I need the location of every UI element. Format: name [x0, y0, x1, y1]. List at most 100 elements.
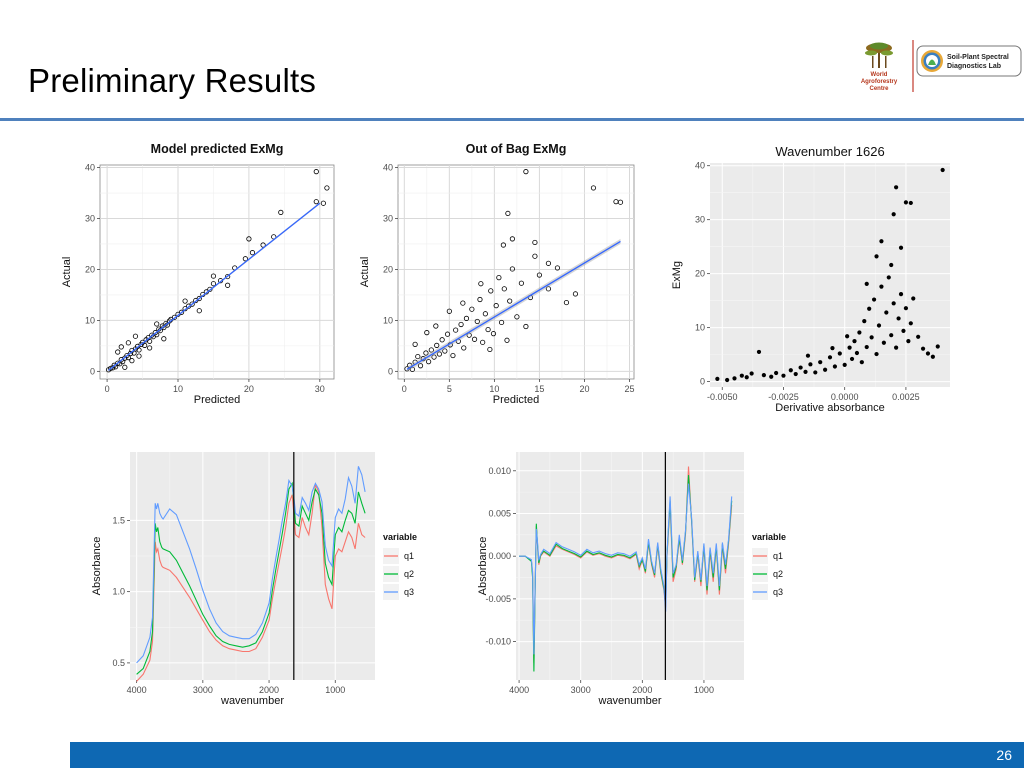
x-tick-label: 20 [579, 384, 589, 394]
x-tick-label: 25 [624, 384, 634, 394]
data-point [182, 298, 188, 304]
x-tick-label: 15 [534, 384, 544, 394]
icraf-logo: World Agroforestry Centre Soil-Plant Spe… [861, 40, 1022, 92]
data-point [108, 365, 114, 371]
data-point [478, 281, 484, 287]
legend-title: variable [752, 532, 786, 542]
data-point [725, 377, 730, 383]
plot-panel [516, 452, 744, 680]
chart-title: Wavenumber 1626 [775, 144, 884, 159]
series-line-q1 [136, 482, 366, 682]
data-point [756, 349, 762, 355]
fit-line [406, 240, 621, 370]
data-point [781, 373, 786, 378]
spectral-lab-icon [921, 50, 943, 72]
data-point [532, 253, 538, 259]
data-point [940, 167, 945, 173]
y-axis-label: Absorbance [477, 537, 489, 596]
y-tick-label: 0.5 [112, 658, 125, 668]
data-point [409, 366, 416, 372]
icraf-text-1: World [871, 72, 888, 78]
legend-label-q3: q3 [404, 587, 414, 597]
data-point [898, 245, 904, 250]
plot-panel [397, 164, 635, 380]
data-point [572, 291, 579, 297]
data-point [196, 308, 202, 314]
data-point [898, 292, 904, 297]
data-point [788, 368, 793, 373]
data-point [426, 359, 432, 365]
series-line-q2 [136, 481, 366, 675]
data-point [523, 323, 529, 330]
data-point [485, 326, 491, 333]
data-point [761, 373, 766, 378]
x-tick-label: 0.0000 [831, 392, 859, 402]
data-point [210, 281, 217, 287]
x-tick-label: 5 [447, 384, 452, 394]
lab-text-1: Soil-Plant Spectral [947, 54, 1009, 61]
data-point [504, 337, 510, 343]
data-point [769, 374, 774, 379]
series-line-q3 [519, 483, 733, 655]
data-point [908, 200, 913, 206]
x-axis-label: Predicted [493, 394, 539, 406]
data-point [908, 321, 913, 326]
data-point [115, 349, 121, 355]
data-point [446, 308, 452, 314]
icraf-text-2: Agroforestry [861, 79, 898, 85]
x-tick-label: 20 [244, 384, 254, 394]
x-axis-label: Derivative absorbance [775, 402, 884, 414]
data-point [132, 333, 139, 339]
data-point [501, 286, 507, 292]
series-line-q3 [136, 466, 366, 664]
data-point [935, 344, 940, 349]
x-tick-label: 4000 [127, 685, 147, 695]
y-tick-label: 20 [383, 264, 393, 274]
y-tick-label: 10 [383, 315, 393, 325]
x-tick-label: 0 [402, 384, 407, 394]
x-axis-label: wavenumber [598, 695, 662, 707]
x-tick-label: 4000 [509, 685, 529, 695]
data-point [313, 169, 319, 175]
y-tick-label: 0.010 [488, 466, 511, 476]
data-point [823, 367, 828, 372]
data-point [545, 260, 552, 266]
data-point [423, 350, 429, 356]
wavenumber-1626-scatter: -0.0050 -0.0025 0.0000 0.0025 0 10 20 30 40 Deriv… [671, 144, 950, 414]
x-tick-label: 0 [105, 384, 110, 394]
data-point [845, 334, 850, 339]
legend-label-q3: q3 [773, 587, 783, 597]
legend-label-q2: q2 [404, 569, 414, 579]
data-point [431, 354, 437, 360]
data-point [477, 296, 483, 303]
data-point [115, 360, 121, 366]
icraf-text-3: Centre [869, 86, 889, 92]
data-point [171, 314, 178, 320]
data-point [903, 200, 909, 205]
y-tick-label: 40 [383, 163, 393, 173]
absorbance-spectra-chart: 4000 3000 2000 1000 0.5 1.0 1.5 wavenumber Absor… [92, 452, 417, 707]
data-point [320, 200, 326, 206]
data-point [434, 342, 440, 348]
data-point [871, 297, 877, 302]
data-point [260, 242, 266, 248]
data-point [514, 314, 520, 320]
data-point [867, 306, 872, 311]
footer-bar: 26 [70, 742, 1024, 768]
plot-panel [130, 452, 375, 680]
data-point [930, 354, 935, 359]
plot-panel [710, 163, 950, 387]
data-point [879, 239, 884, 244]
x-tick-label: 3000 [193, 685, 213, 695]
data-point [442, 348, 448, 354]
chart-title: Out of Bag ExMg [466, 142, 567, 156]
data-point [874, 351, 879, 357]
data-point [461, 345, 467, 351]
data-point [498, 319, 505, 326]
chart-title: Model predicted ExMg [151, 142, 284, 156]
y-tick-label: 30 [85, 214, 95, 224]
data-point [590, 185, 597, 191]
data-point [813, 370, 818, 375]
out-of-bag-scatter: 0 5 10 15 20 25 0 10 20 30 40 Predicted Actual Out of… [359, 142, 635, 406]
data-point [906, 339, 911, 344]
